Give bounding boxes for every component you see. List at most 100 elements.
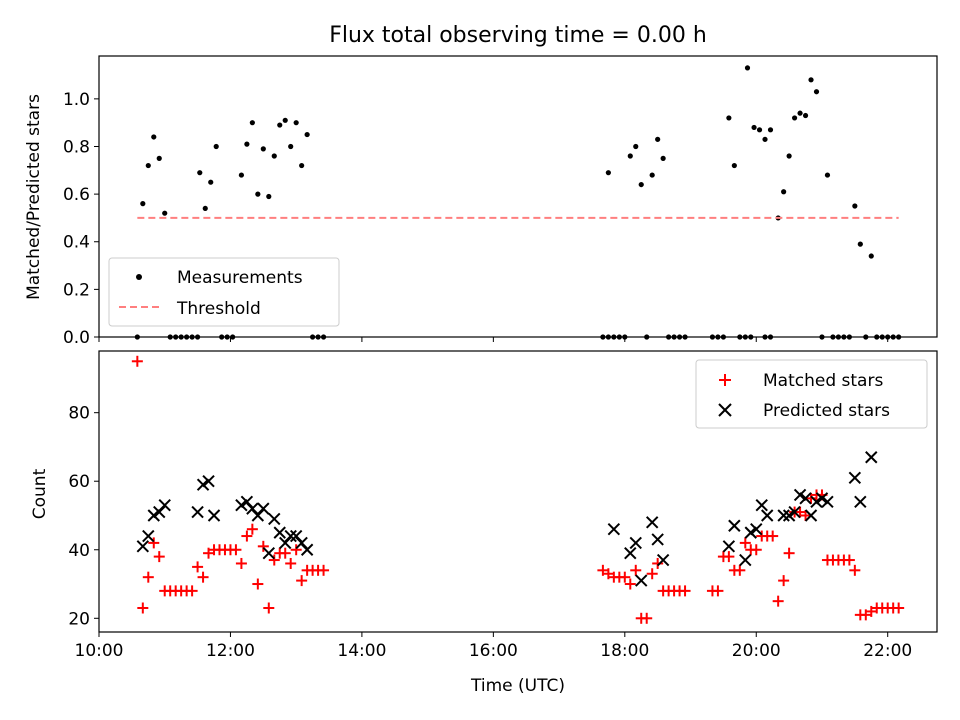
top-legend: Measurements Threshold [108, 257, 340, 327]
measurement-point [293, 120, 299, 126]
x-diag-2 [821, 495, 834, 508]
x-diag-2 [235, 499, 248, 512]
measurement-point [660, 155, 666, 161]
x-diag-2 [240, 495, 254, 508]
x-tick-label: 10:00 [75, 641, 124, 661]
matched-star-point [246, 523, 258, 535]
x-diag-2 [865, 451, 878, 464]
measurement-point [213, 143, 219, 150]
predicted-star-point [865, 451, 878, 464]
matched-star-point [257, 540, 269, 552]
x-diag-2 [196, 478, 210, 491]
measurement-point [824, 172, 831, 178]
predicted-star-point [788, 505, 801, 519]
matched-star-point [268, 554, 280, 566]
x-diag-2 [777, 509, 790, 522]
measurement-point [238, 172, 245, 178]
x-tick-label: 14:00 [337, 641, 386, 661]
predicted-star-point [656, 553, 670, 567]
measurement-point [655, 136, 661, 142]
y-tick-label: 1.0 [63, 90, 90, 110]
x-diag-2 [750, 522, 763, 536]
bottom-y-ticks: 20 40 60 80 [68, 404, 99, 629]
predicted-star-point [147, 509, 160, 522]
x-diag-2 [191, 505, 204, 519]
bottom-legend: Matched stars Predicted stars [695, 359, 928, 429]
measurement-point [857, 241, 863, 247]
x-diag-2 [289, 529, 303, 543]
matched-star-point [893, 602, 905, 614]
measurement-point [726, 115, 732, 121]
top-y-axis-label: Matched/Predicted stars [24, 94, 44, 300]
x-diag-2 [158, 499, 171, 512]
y-tick-label: 0.6 [63, 185, 90, 205]
measurement-point [266, 193, 272, 200]
measurement-point [145, 162, 151, 169]
predicted-star-point [793, 488, 807, 502]
predicted-star-point [750, 522, 763, 536]
measurement-point [638, 181, 644, 188]
predicted-star-point [624, 546, 637, 560]
x-diag-2 [246, 502, 259, 515]
legend-marker-measurements [136, 274, 142, 280]
matched-star-point [131, 355, 143, 367]
measurement-point [197, 170, 203, 176]
measurement-point [249, 120, 255, 126]
predicted-star-point [235, 499, 248, 512]
matched-star-point [734, 564, 746, 576]
matched-star-point [285, 557, 297, 569]
predicted-star-point [744, 526, 757, 539]
x-tick-label: 12:00 [206, 641, 255, 661]
matched-star-point [148, 537, 160, 549]
bottom-plot-marks [131, 355, 905, 624]
predicted-star-point [635, 574, 648, 587]
matched-star-point [241, 530, 253, 542]
predicted-star-point [821, 495, 834, 508]
x-diag-2 [739, 553, 752, 567]
matched-star-point [290, 544, 302, 556]
measurement-point [288, 143, 294, 150]
measurement-point [756, 127, 763, 133]
matched-star-point [318, 564, 330, 576]
predicted-star-point [268, 512, 281, 526]
predicted-star-point [799, 492, 812, 505]
x-tick-label: 20:00 [732, 641, 781, 661]
x-diag-2 [257, 502, 270, 515]
matched-star-point [197, 571, 209, 583]
legend-label-measurements: Measurements [177, 268, 303, 288]
matched-star-point [153, 551, 165, 563]
x-diag-2 [136, 540, 150, 553]
y-tick-label: 0.4 [63, 233, 90, 253]
x-diag-2 [810, 495, 823, 508]
measurement-point [140, 201, 146, 207]
measurement-point [255, 191, 261, 197]
measurement-point [277, 122, 283, 128]
predicted-star-point [142, 529, 155, 543]
x-tick-label: 22:00 [863, 641, 912, 661]
bottom-y-axis-label: Count [30, 468, 50, 519]
x-diag-2 [300, 543, 314, 556]
predicted-star-point [136, 540, 150, 553]
predicted-star-point [804, 509, 818, 522]
y-tick-label: 0.2 [63, 280, 90, 300]
legend-label-threshold: Threshold [176, 299, 261, 319]
x-diag-2 [624, 546, 637, 560]
matched-star-point [252, 578, 264, 590]
matched-star-point [783, 547, 795, 559]
matched-star-point [723, 551, 735, 563]
x-diag-2 [629, 536, 642, 550]
matched-star-point [235, 557, 247, 569]
measurement-point [304, 131, 310, 138]
measurement-point [852, 203, 858, 209]
x-diag-2 [262, 546, 275, 560]
x-diag-2 [744, 526, 757, 539]
x-diag-2 [651, 533, 664, 546]
x-diag-2 [268, 512, 281, 526]
measurement-point [802, 112, 809, 119]
measurement-point [808, 77, 814, 83]
matched-star-point [652, 557, 664, 569]
predicted-star-point [810, 495, 823, 508]
predicted-star-point [848, 471, 862, 484]
matched-star-point [630, 564, 642, 576]
x-diag-2 [782, 509, 796, 522]
